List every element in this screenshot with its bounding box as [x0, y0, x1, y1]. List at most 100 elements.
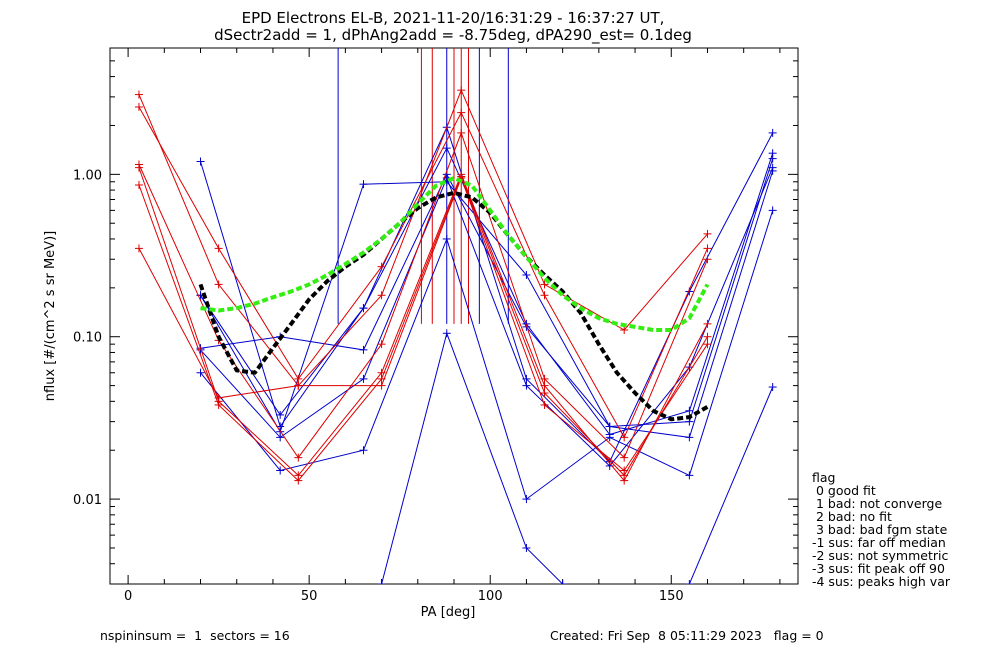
data-series: [134, 86, 777, 584]
data-point: [134, 102, 143, 111]
legend-item: 1 bad: not converge: [812, 496, 942, 511]
data-point: [522, 381, 531, 390]
axis-ticks: 0 50 100 150 0.01 0.10 1.00: [73, 47, 798, 604]
x-tick-label: 150: [659, 589, 684, 604]
data-point: [558, 580, 567, 584]
data-point: [457, 128, 466, 137]
data-point: [540, 389, 549, 398]
series-line: [200, 170, 774, 438]
fit-curve-green: [200, 176, 710, 332]
data-point: [522, 495, 531, 504]
data-point: [196, 157, 205, 166]
data-point: [276, 466, 285, 475]
data-point: [768, 154, 777, 163]
x-axis-label: PA [deg]: [421, 605, 476, 620]
series-line: [138, 88, 708, 387]
series-line: [138, 131, 708, 459]
data-point: [685, 471, 694, 480]
data-point: [540, 280, 549, 289]
x-tick-label: 100: [478, 589, 503, 604]
data-point: [359, 180, 368, 189]
data-point: [377, 580, 386, 584]
data-point: [214, 393, 223, 402]
data-point: [605, 422, 614, 431]
data-point: [768, 206, 777, 215]
legend-item: 0 good fit: [812, 483, 876, 498]
data-point: [359, 446, 368, 455]
data-point: [703, 340, 712, 349]
data-point: [768, 383, 777, 392]
data-point: [620, 466, 629, 475]
legend-item: -3 sus: fit peak off 90: [812, 561, 945, 576]
y-axis-label: nflux [#/(cm^2 s sr MeV)]: [43, 231, 58, 401]
legend-item: -1 sus: far off median: [812, 535, 946, 550]
data-point: [703, 332, 712, 341]
series-line: [138, 175, 708, 482]
data-point: [214, 244, 223, 253]
series-line: [138, 106, 708, 439]
chart-title-line2: dSectr2add = 1, dPhAng2add = -8.75deg, d…: [214, 26, 692, 45]
data-point: [703, 255, 712, 264]
data-point: [214, 280, 223, 289]
data-point: [540, 400, 549, 409]
data-point: [620, 326, 629, 335]
legend-item: -2 sus: not symmetric: [812, 548, 948, 563]
data-point: [620, 453, 629, 462]
chart-title-line1: EPD Electrons EL-B, 2021-11-20/16:31:29 …: [242, 9, 665, 27]
legend-item: 2 bad: no fit: [812, 509, 892, 524]
y-tick-label: 1.00: [73, 168, 102, 183]
y-tick-label: 0.01: [73, 493, 102, 508]
data-point: [294, 476, 303, 485]
data-point: [457, 108, 466, 117]
data-point: [294, 453, 303, 462]
data-point: [377, 381, 386, 390]
fit-curves: [198, 176, 710, 422]
data-point: [703, 229, 712, 238]
vertical-lines: [337, 48, 509, 324]
data-point: [377, 262, 386, 271]
data-point: [196, 368, 205, 377]
data-point: [359, 304, 368, 313]
data-point: [134, 90, 143, 99]
x-tick-label: 0: [124, 589, 132, 604]
fit-curve-black: [198, 190, 709, 422]
series-line: [200, 146, 774, 436]
series-line: [200, 210, 774, 500]
data-point: [377, 291, 386, 300]
data-point: [620, 433, 629, 442]
data-point: [377, 340, 386, 349]
data-point: [685, 580, 694, 584]
legend-item: -4 sus: peaks high var: [812, 574, 951, 589]
series-line: [381, 331, 563, 584]
x-tick-label: 50: [301, 589, 318, 604]
data-point: [442, 144, 451, 153]
series-line: [138, 176, 708, 472]
data-point: [134, 163, 143, 172]
y-tick-label: 0.10: [73, 331, 102, 346]
data-point: [276, 410, 285, 419]
series-line: [688, 386, 774, 584]
data-point: [294, 381, 303, 390]
data-point: [359, 374, 368, 383]
data-point: [134, 180, 143, 189]
data-point: [359, 345, 368, 354]
data-point: [605, 433, 614, 442]
footer-right: Created: Fri Sep 8 05:11:29 2023 flag = …: [550, 628, 824, 643]
data-point: [442, 329, 451, 338]
data-point: [214, 400, 223, 409]
data-point: [294, 374, 303, 383]
data-point: [442, 234, 451, 243]
series-line: [138, 167, 708, 482]
footer-left: nspininsum = 1 sectors = 16: [100, 628, 290, 643]
legend-title: flag: [812, 470, 835, 485]
legend-item: 3 bad: bad fgm state: [812, 522, 948, 537]
data-point: [703, 319, 712, 328]
data-point: [685, 433, 694, 442]
data-point: [522, 543, 531, 552]
data-point: [768, 166, 777, 175]
data-point: [457, 86, 466, 95]
data-point: [703, 244, 712, 253]
data-point: [540, 291, 549, 300]
data-point: [522, 270, 531, 279]
